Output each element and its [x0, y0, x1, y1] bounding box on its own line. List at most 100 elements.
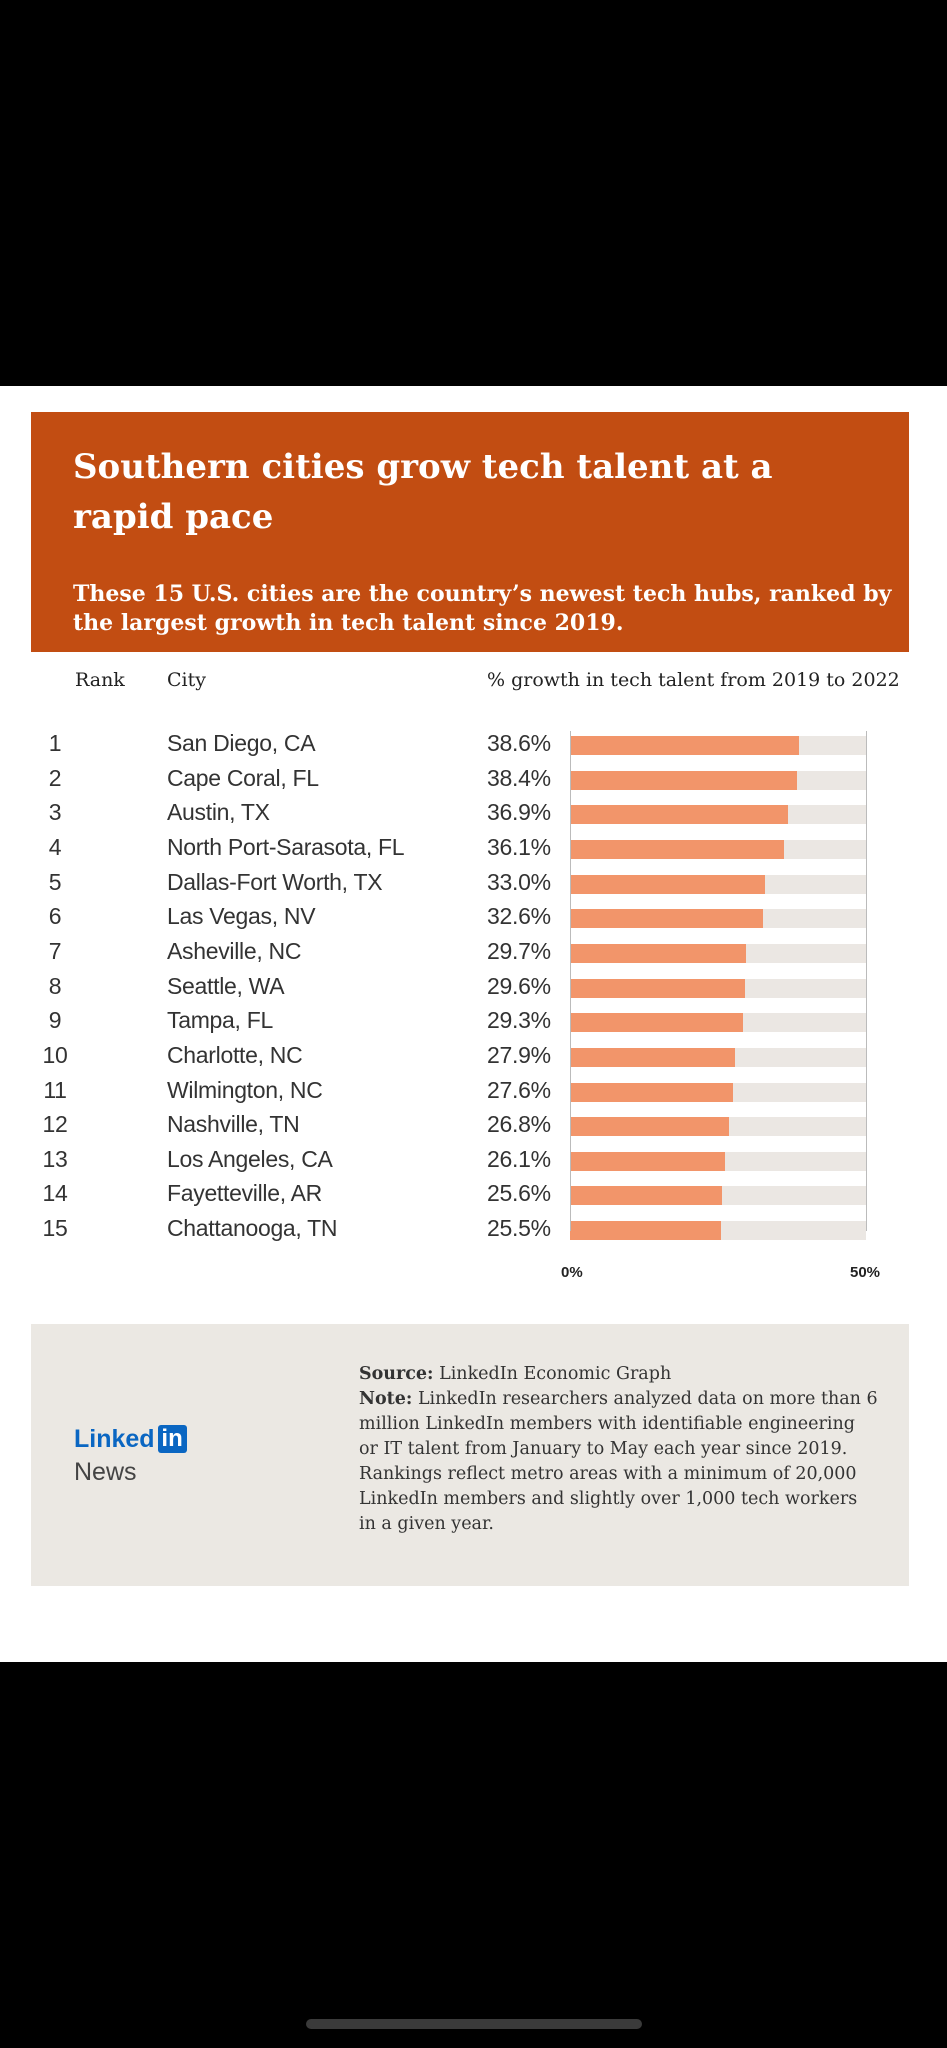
rank-column-header: Rank [75, 669, 125, 691]
value-label: 38.4% [487, 764, 551, 791]
city-label: San Diego, CA [167, 730, 316, 756]
x-tick-max: 50% [850, 1264, 881, 1281]
value-label: 29.7% [487, 937, 551, 964]
rank-label: 1 [48, 730, 62, 756]
value-label: 36.9% [487, 799, 551, 826]
value-label: 27.9% [487, 1041, 551, 1068]
bar-track [570, 770, 866, 790]
city-label: Dallas-Fort Worth, TX [167, 868, 383, 895]
city-label: North Port-Sarasota, FL [167, 833, 405, 860]
bar-track [570, 909, 866, 929]
bar-track [570, 1117, 866, 1137]
rank-label: 4 [48, 833, 62, 860]
note-text: LinkedIn researchers analyzed data on mo… [359, 1389, 878, 1534]
city-label: Los Angeles, CA [167, 1145, 333, 1172]
bar-track [570, 1082, 866, 1102]
chart-title: Southern cities grow tech talent at a ra… [73, 447, 773, 537]
value-label: 25.5% [487, 1215, 551, 1242]
source-label: Source: [359, 1364, 434, 1384]
note-label: Note: [359, 1389, 413, 1409]
infographic-card: Southern cities grow tech talent at a ra… [0, 386, 947, 1662]
axis-line-min [570, 731, 571, 1231]
bar [570, 978, 746, 998]
growth-column-header: % growth in tech talent from 2019 to 202… [487, 669, 900, 691]
bar [570, 1013, 744, 1033]
city-label: Charlotte, NC [167, 1041, 303, 1068]
rank-label: 15 [42, 1215, 68, 1242]
bar-track [570, 1013, 866, 1033]
x-tick-min: 0% [561, 1264, 583, 1281]
source-line: Source: LinkedIn Economic Graph [359, 1362, 879, 1387]
bar [570, 1047, 736, 1067]
rank-label: 8 [48, 972, 62, 999]
value-label: 26.8% [487, 1111, 551, 1138]
logo-wordmark: Linked [74, 1424, 155, 1453]
bar-track [570, 874, 866, 894]
city-label: Tampa, FL [167, 1007, 273, 1034]
footer-panel: Linked in News Source: LinkedIn Economic… [31, 1324, 909, 1586]
logo-news-label: News [74, 1458, 137, 1486]
bar-track [570, 736, 866, 755]
rank-label: 14 [42, 1180, 68, 1207]
city-label: Nashville, TN [167, 1111, 300, 1138]
rank-label: 6 [48, 903, 62, 930]
rank-label: 9 [48, 1007, 62, 1034]
home-indicator[interactable] [306, 2019, 642, 2029]
rank-label: 5 [48, 868, 62, 895]
bar-track [570, 805, 866, 825]
chart-subtitle: These 15 U.S. cities are the country’s n… [73, 581, 892, 636]
value-label: 25.6% [487, 1180, 551, 1207]
bar [570, 943, 746, 963]
city-label: Chattanooga, TN [167, 1215, 338, 1242]
bar [570, 874, 766, 894]
city-label: Seattle, WA [167, 972, 285, 999]
city-column-header: City [167, 669, 206, 691]
rank-label: 11 [43, 1076, 67, 1103]
city-label: Las Vegas, NV [167, 903, 316, 930]
value-label: 33.0% [487, 868, 551, 895]
bar [570, 805, 789, 825]
value-label: 29.3% [487, 1007, 551, 1034]
city-label: Austin, TX [167, 799, 270, 826]
bar [570, 909, 763, 929]
linkedin-in-icon: in [157, 1425, 187, 1453]
bar [570, 1151, 725, 1171]
city-label: Fayetteville, AR [167, 1180, 322, 1207]
bar [570, 1117, 729, 1137]
bar-track [570, 943, 866, 963]
bar [570, 1186, 722, 1206]
rank-label: 3 [48, 799, 62, 826]
bar-track [570, 978, 866, 998]
value-label: 36.1% [487, 833, 551, 860]
rank-label: 2 [48, 764, 62, 791]
bar-track [570, 1151, 866, 1171]
source-text: LinkedIn Economic Graph [439, 1364, 672, 1384]
city-label: Wilmington, NC [167, 1076, 323, 1103]
value-label: 32.6% [487, 903, 551, 930]
bar [570, 1221, 721, 1241]
linkedin-news-logo: Linked in News [74, 1422, 187, 1487]
value-label: 27.6% [487, 1076, 551, 1103]
bar [570, 770, 798, 790]
bar [570, 736, 799, 755]
bar [570, 839, 784, 859]
bar [570, 1082, 734, 1102]
bar-track [570, 1186, 866, 1206]
bar-track [570, 839, 866, 859]
city-label: Asheville, NC [167, 937, 302, 964]
rank-label: 10 [42, 1041, 68, 1068]
bar-track [570, 1221, 866, 1241]
note-line: Note: LinkedIn researchers analyzed data… [359, 1387, 879, 1537]
value-label: 29.6% [487, 972, 551, 999]
value-label: 38.6% [487, 730, 551, 756]
header-banner: Southern cities grow tech talent at a ra… [31, 412, 909, 652]
axis-line-max [866, 731, 867, 1231]
ranking-chart: 1 San Diego, CA 38.6% 2 Cape Coral, FL 38.4% 3… [0, 386, 947, 1662]
rank-label: 13 [42, 1145, 68, 1172]
source-notes: Source: LinkedIn Economic Graph Note: Li… [359, 1362, 879, 1537]
rank-label: 7 [48, 937, 62, 964]
city-label: Cape Coral, FL [167, 764, 319, 791]
rank-label: 12 [42, 1111, 68, 1138]
value-label: 26.1% [487, 1145, 551, 1172]
bar-track [570, 1047, 866, 1067]
